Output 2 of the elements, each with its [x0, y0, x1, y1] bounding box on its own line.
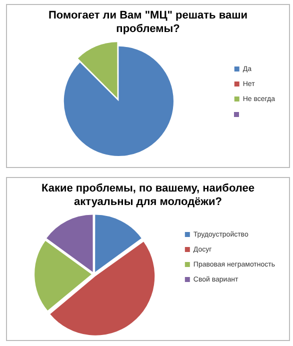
chart-title: Помогает ли Вам "МЦ" решать ваши проблемы?	[48, 10, 248, 35]
chart-title: Какие проблемы, по вашему, наиболее актуальны для молодёжи?	[41, 182, 255, 208]
